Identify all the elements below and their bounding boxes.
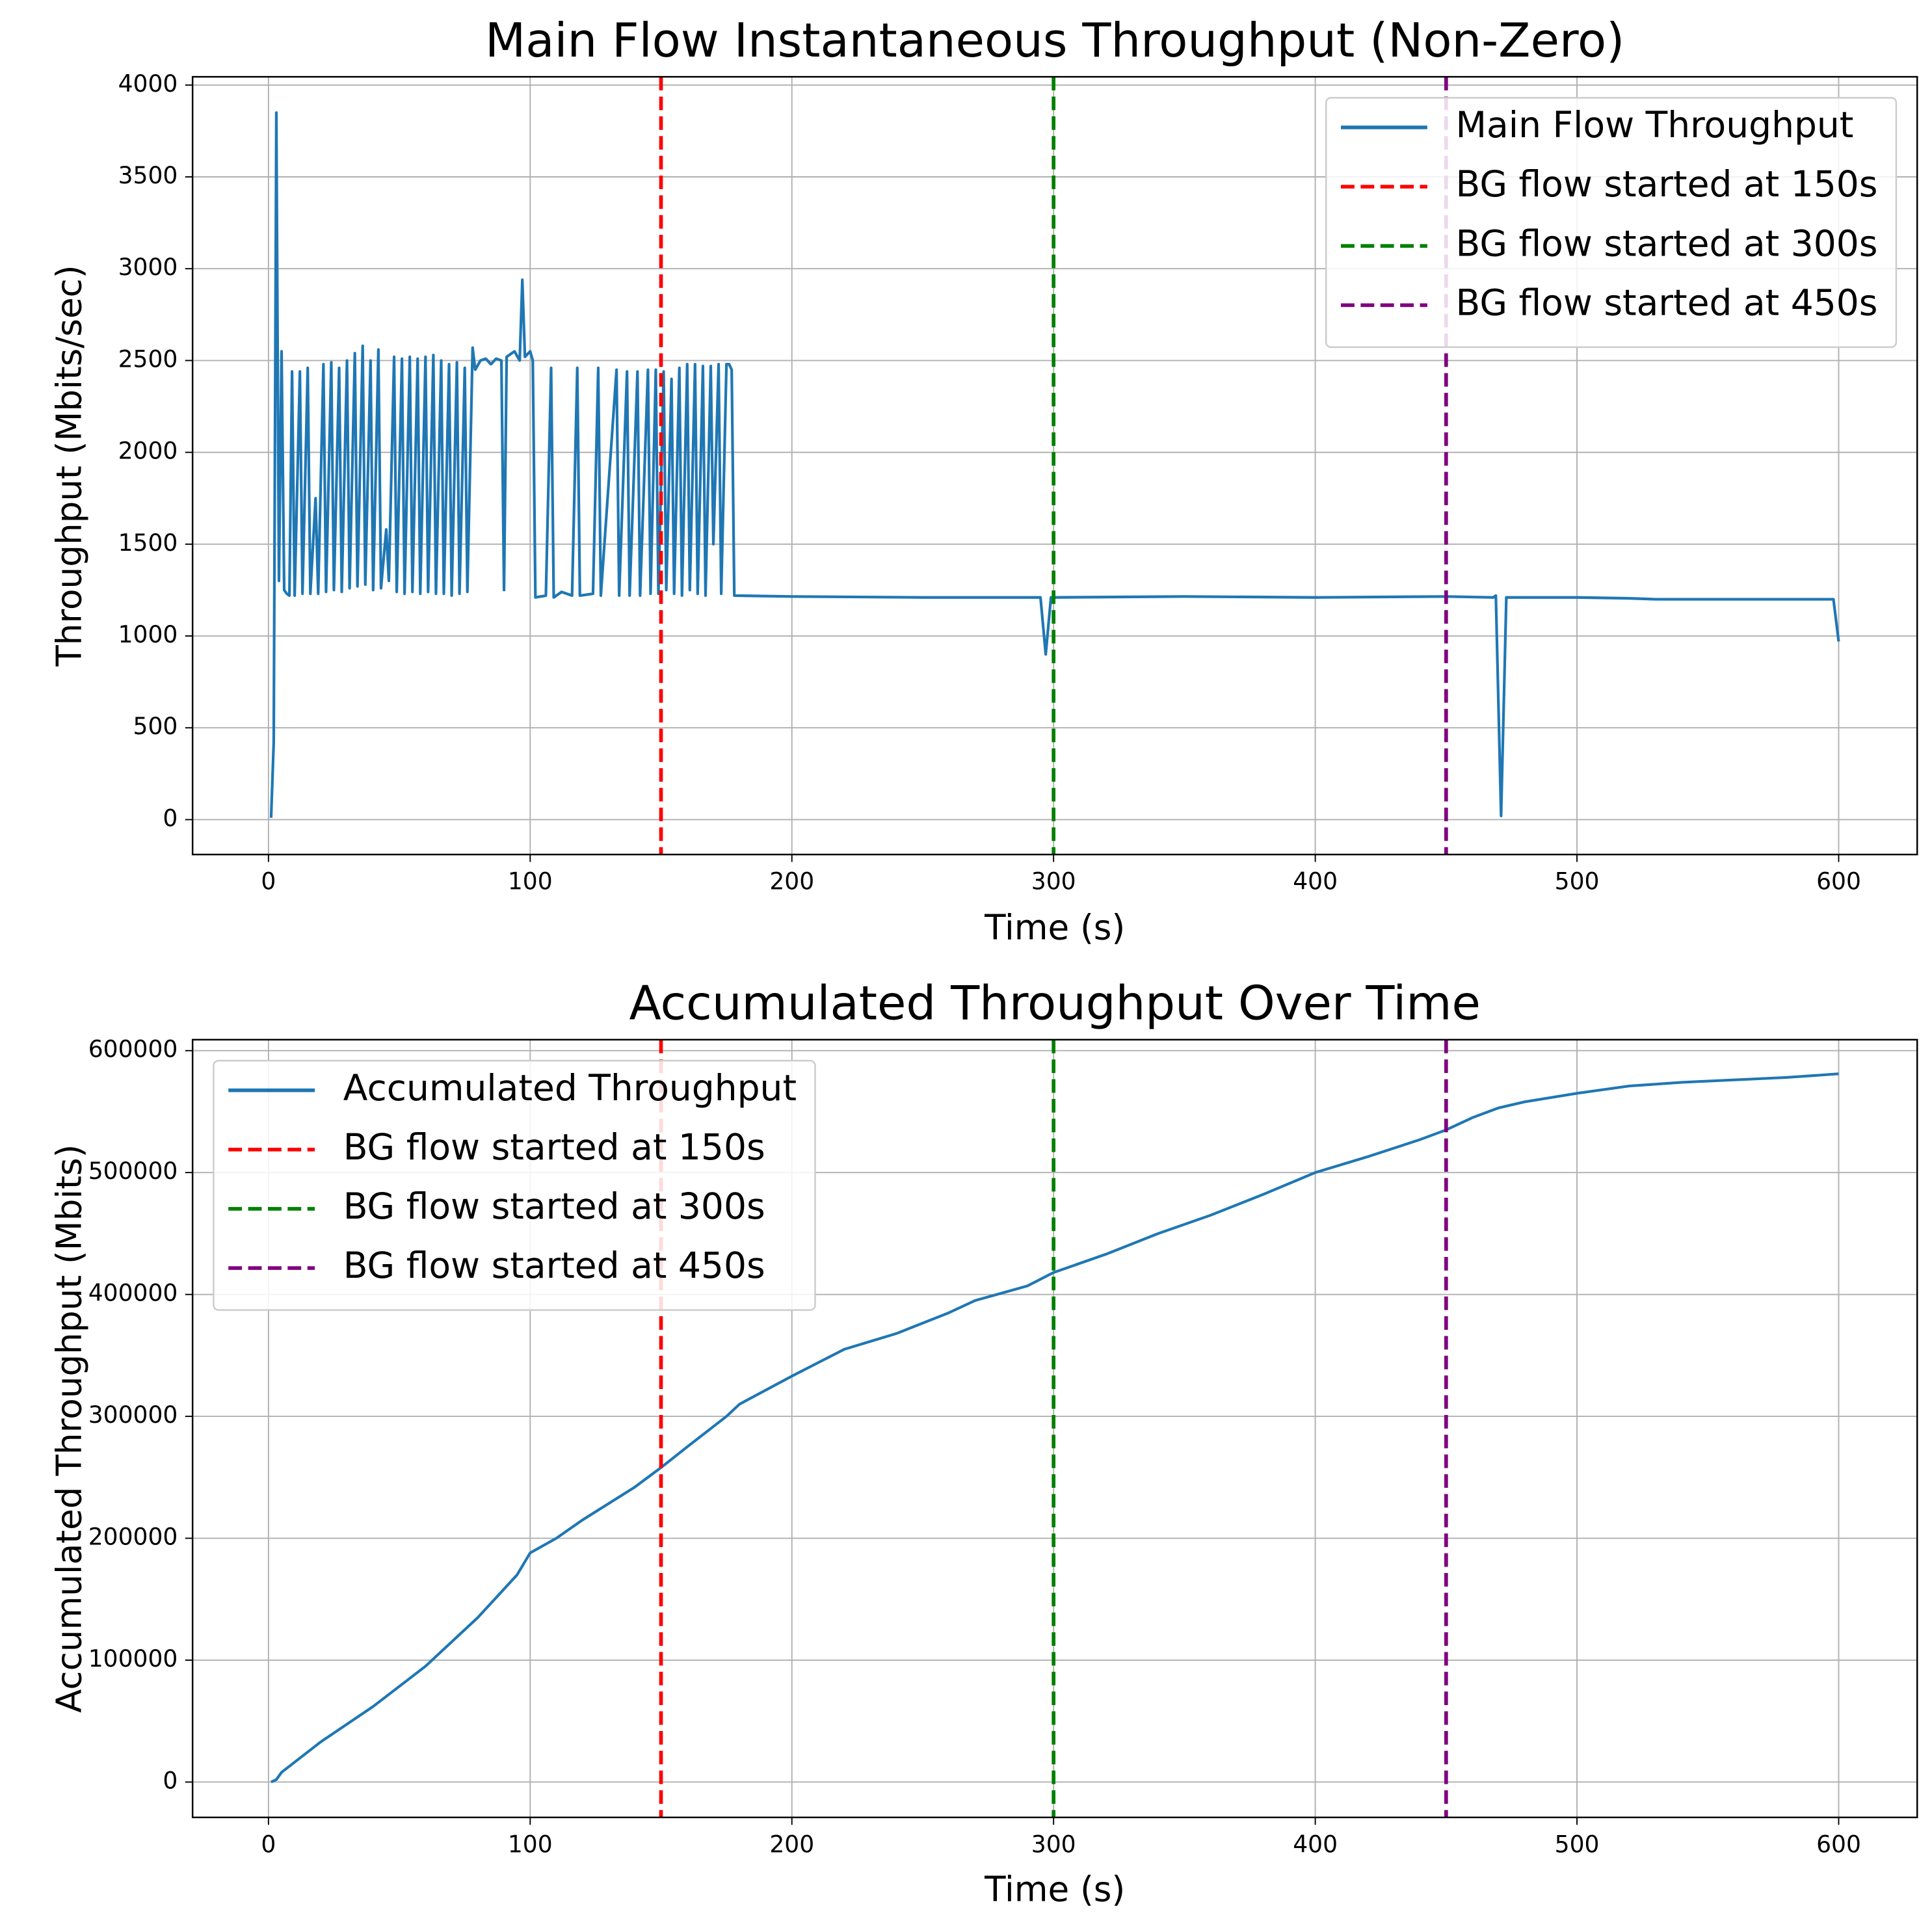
y-tick-label: 3500 bbox=[118, 162, 178, 189]
data-line bbox=[271, 1072, 1839, 1784]
y-tick-label: 200000 bbox=[88, 1524, 178, 1551]
y-tick-label: 0 bbox=[163, 804, 178, 832]
y-tick-label: 1000 bbox=[118, 621, 178, 648]
legend-label: Accumulated Throughput bbox=[343, 1067, 797, 1109]
legend-label: BG flow started at 150s bbox=[1456, 163, 1878, 205]
y-axis-label: Throughput (Mbits/sec) bbox=[49, 265, 90, 667]
y-tick-label: 400000 bbox=[88, 1280, 178, 1307]
x-tick-label: 400 bbox=[1293, 1831, 1338, 1858]
x-tick-label: 100 bbox=[508, 868, 553, 895]
legend-label: BG flow started at 450s bbox=[1456, 282, 1878, 323]
y-tick-label: 3000 bbox=[118, 254, 178, 281]
plot-frame bbox=[191, 1038, 1918, 1819]
x-tick-label: 0 bbox=[261, 868, 276, 895]
legend-box bbox=[213, 1059, 816, 1311]
x-tick-label: 400 bbox=[1293, 868, 1338, 895]
plot-frame bbox=[191, 75, 1918, 856]
y-tick-label: 500 bbox=[133, 713, 178, 740]
x-tick-label: 500 bbox=[1555, 868, 1600, 895]
x-tick-label: 0 bbox=[261, 1831, 276, 1858]
y-tick-label: 2500 bbox=[118, 345, 178, 373]
x-tick-label: 500 bbox=[1555, 1831, 1600, 1858]
y-tick-label: 600000 bbox=[88, 1036, 178, 1063]
data-line bbox=[269, 111, 1840, 818]
x-tick-label: 600 bbox=[1816, 868, 1861, 895]
legend-label: Main Flow Throughput bbox=[1456, 104, 1854, 146]
y-tick-label: 500000 bbox=[88, 1157, 178, 1185]
x-tick-label: 300 bbox=[1031, 868, 1076, 895]
legend-box bbox=[1325, 97, 1898, 349]
y-tick-label: 0 bbox=[163, 1767, 178, 1794]
x-axis-label: Time (s) bbox=[984, 908, 1125, 948]
legend: Main Flow Throughput BG flow started at 1… bbox=[1325, 97, 1898, 349]
x-tick-label: 200 bbox=[769, 868, 814, 895]
x-tick-label: 100 bbox=[508, 1831, 553, 1858]
y-tick-label: 300000 bbox=[88, 1401, 178, 1429]
y-tick-label: 100000 bbox=[88, 1645, 178, 1672]
legend-label: BG flow started at 300s bbox=[343, 1185, 765, 1227]
legend-label: BG flow started at 150s bbox=[343, 1126, 765, 1168]
chart-title: Accumulated Throughput Over Time bbox=[629, 977, 1480, 1031]
y-tick-label: 1500 bbox=[118, 529, 178, 557]
x-tick-label: 600 bbox=[1816, 1831, 1861, 1858]
x-axis-label: Time (s) bbox=[984, 1869, 1125, 1909]
y-tick-label: 2000 bbox=[118, 438, 178, 465]
legend-label: BG flow started at 450s bbox=[343, 1245, 765, 1286]
y-tick-label: 4000 bbox=[118, 70, 178, 98]
y-axis-label: Accumulated Throughput (Mbits) bbox=[49, 1144, 90, 1713]
legend-label: BG flow started at 300s bbox=[1456, 222, 1878, 264]
chart-title: Main Flow Instantaneous Throughput (Non-… bbox=[485, 14, 1624, 68]
x-tick-label: 200 bbox=[769, 1831, 814, 1858]
legend: Accumulated Throughput BG flow started at… bbox=[213, 1059, 816, 1311]
x-tick-label: 300 bbox=[1031, 1831, 1076, 1858]
